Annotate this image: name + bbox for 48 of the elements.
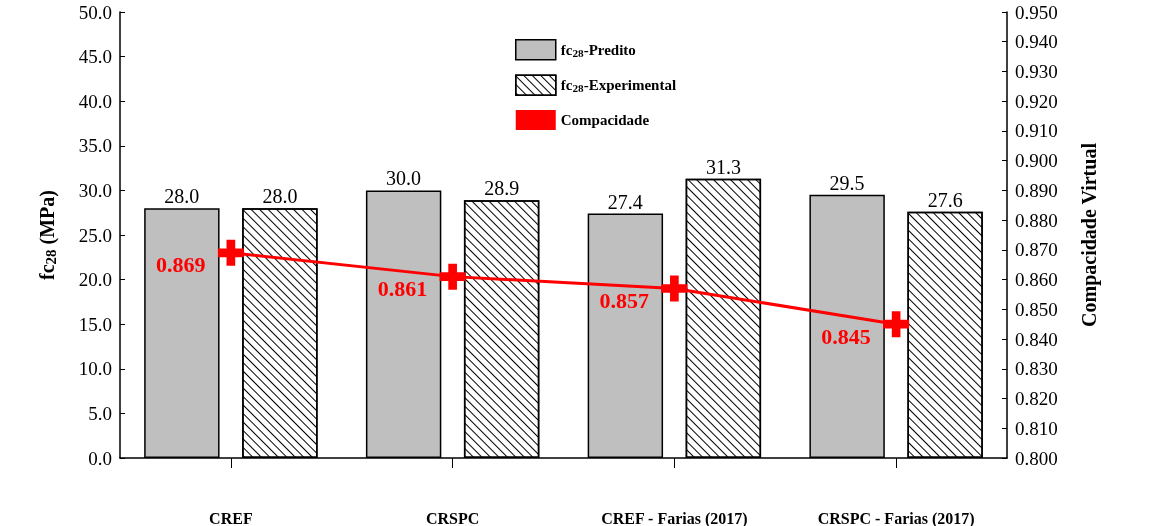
y-axis-title: fc28 (MPa) <box>35 190 59 280</box>
y2-tick-label: 0.840 <box>1015 328 1058 350</box>
y-tick-label: 40.0 <box>78 90 112 112</box>
y2-tick-label: 0.850 <box>1015 298 1058 320</box>
y2-tick-label: 0.830 <box>1015 358 1058 380</box>
y-tick-label: 5.0 <box>88 402 112 424</box>
y-tick-label: 45.0 <box>78 46 112 68</box>
y-tick-label: 15.0 <box>78 313 112 335</box>
legend-label: Compacidade <box>560 112 650 128</box>
y2-tick-label: 0.890 <box>1015 179 1058 201</box>
y-tick-label: 30.0 <box>78 179 112 201</box>
y2-tick-label: 0.910 <box>1015 120 1058 142</box>
y2-tick-label: 0.950 <box>1015 1 1058 23</box>
data-label: 28.0 <box>262 185 298 208</box>
data-label: 29.5 <box>829 171 865 194</box>
data-label: 27.6 <box>927 188 963 211</box>
y2-tick-label: 0.820 <box>1015 388 1058 410</box>
data-label: 0.861 <box>377 276 428 302</box>
x-tick-label: CREF <box>209 509 253 526</box>
y2-tick-label: 0.940 <box>1015 31 1058 53</box>
data-label: 0.857 <box>599 288 649 314</box>
data-label: 0.845 <box>821 323 871 349</box>
y2-tick-label: 0.860 <box>1015 269 1058 291</box>
y2-tick-label: 0.900 <box>1015 150 1058 172</box>
y-tick-label: 50.0 <box>78 1 112 23</box>
point <box>217 239 244 266</box>
point <box>661 275 688 302</box>
point <box>883 311 910 338</box>
y2-tick-label: 0.810 <box>1015 417 1058 439</box>
point <box>439 263 466 290</box>
y2-tick-label: 0.920 <box>1015 90 1058 112</box>
data-label: 31.3 <box>705 155 741 178</box>
y2-tick-label: 0.870 <box>1015 239 1058 261</box>
y2-axis-title: Compacidade Virtual <box>1078 142 1101 327</box>
data-label: 28.0 <box>164 185 200 208</box>
y-tick-label: 35.0 <box>78 135 112 157</box>
data-label: 30.0 <box>386 167 422 190</box>
y-tick-label: 25.0 <box>78 224 112 246</box>
y-tick-label: 20.0 <box>78 269 112 291</box>
y2-tick-label: 0.800 <box>1015 447 1058 469</box>
x-tick-label: CRSPC <box>425 509 480 526</box>
data-label: 27.4 <box>607 190 643 213</box>
data-label: 0.869 <box>155 252 206 278</box>
y2-tick-label: 0.930 <box>1015 60 1058 82</box>
y-tick-label: 10.0 <box>78 358 112 380</box>
y2-tick-label: 0.880 <box>1015 209 1058 231</box>
data-label: 28.9 <box>484 177 520 200</box>
y-tick-label: 0.0 <box>88 447 112 469</box>
